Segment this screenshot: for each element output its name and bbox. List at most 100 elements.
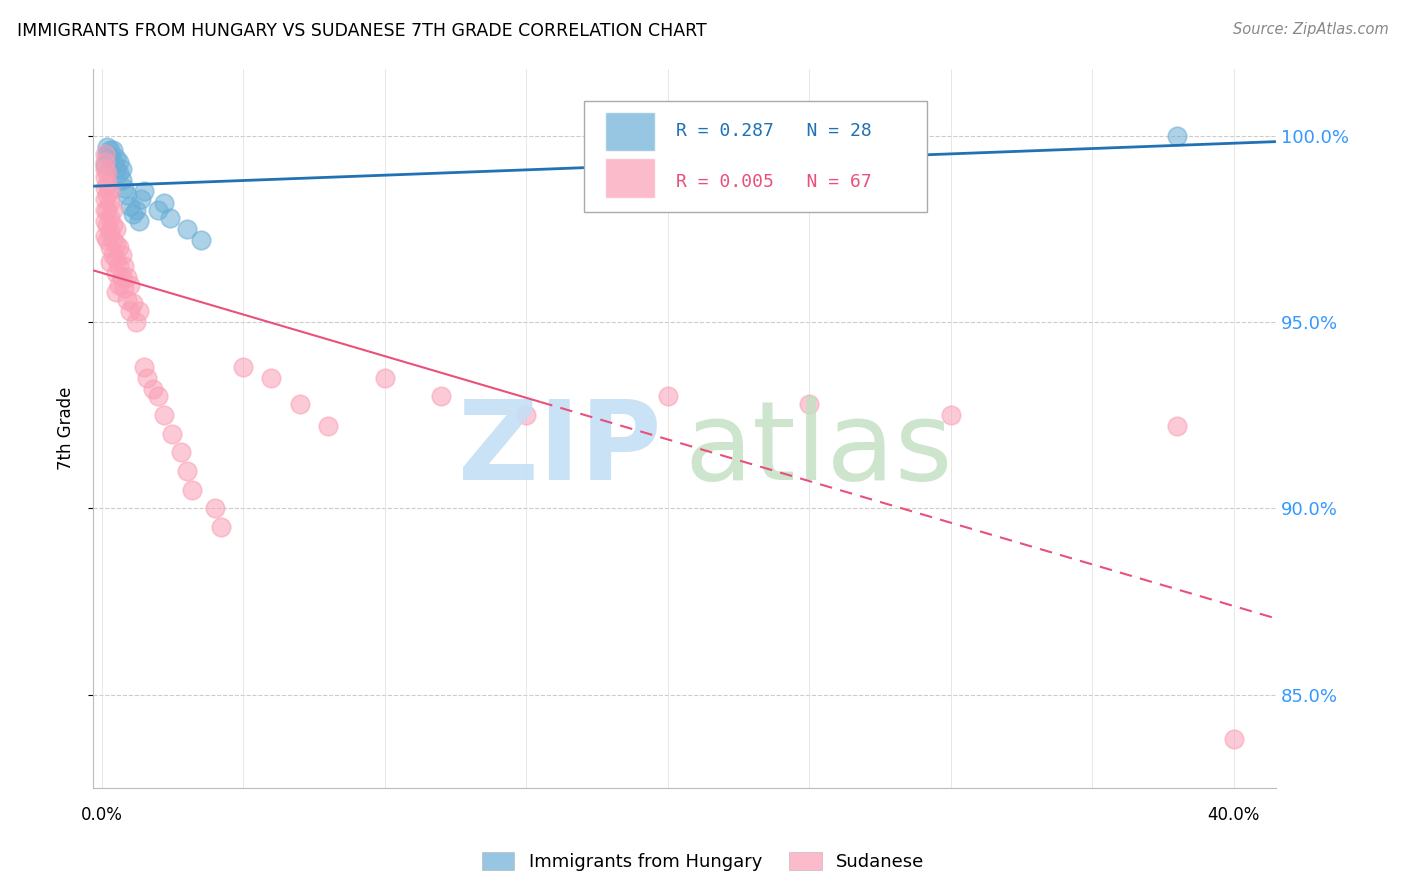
Text: R = 0.287   N = 28: R = 0.287 N = 28 <box>676 122 872 140</box>
Point <box>104 267 127 281</box>
Point <box>1166 419 1188 434</box>
Point <box>374 371 396 385</box>
Text: Source: ZipAtlas.com: Source: ZipAtlas.com <box>1233 22 1389 37</box>
Point <box>98 255 121 269</box>
Point <box>131 192 153 206</box>
Point <box>96 188 118 202</box>
Point <box>124 315 146 329</box>
Point <box>1166 128 1188 143</box>
Point <box>98 195 121 210</box>
Point <box>288 397 311 411</box>
Point <box>136 371 159 385</box>
Point <box>110 173 132 187</box>
Point <box>96 218 118 232</box>
Y-axis label: 7th Grade: 7th Grade <box>58 386 75 470</box>
Point <box>98 151 121 165</box>
Point <box>107 240 129 254</box>
Point <box>657 147 679 161</box>
Point <box>657 389 679 403</box>
Point <box>110 162 132 177</box>
Point <box>209 520 232 534</box>
Point <box>153 195 176 210</box>
Point <box>93 169 115 184</box>
Point <box>93 154 115 169</box>
Point <box>93 162 115 177</box>
Bar <box>606 159 655 198</box>
Point <box>190 233 212 247</box>
Point <box>93 180 115 194</box>
Text: R = 0.005   N = 67: R = 0.005 N = 67 <box>676 173 872 191</box>
Point <box>101 203 124 218</box>
Point <box>112 259 135 273</box>
Point <box>134 185 156 199</box>
Point <box>107 277 129 292</box>
FancyBboxPatch shape <box>583 101 927 212</box>
Point <box>107 259 129 273</box>
Point <box>93 229 115 244</box>
Point <box>96 233 118 247</box>
Point <box>128 303 150 318</box>
Point <box>107 166 129 180</box>
Point <box>101 233 124 247</box>
Point <box>98 240 121 254</box>
Point <box>121 207 143 221</box>
Point <box>118 199 141 213</box>
Point <box>142 382 165 396</box>
Point <box>204 501 226 516</box>
Point <box>115 270 138 285</box>
Point <box>118 277 141 292</box>
Point <box>148 203 170 218</box>
Point <box>176 464 198 478</box>
Point <box>98 185 121 199</box>
Point <box>98 144 121 158</box>
Point <box>96 203 118 218</box>
Point <box>797 397 820 411</box>
Point <box>104 221 127 235</box>
Point <box>162 426 184 441</box>
Point <box>107 154 129 169</box>
Point <box>115 188 138 202</box>
Point <box>515 408 537 422</box>
Text: 0.0%: 0.0% <box>80 806 122 824</box>
Point <box>115 293 138 307</box>
Point <box>260 371 283 385</box>
Point <box>104 236 127 251</box>
Point <box>134 359 156 374</box>
Text: IMMIGRANTS FROM HUNGARY VS SUDANESE 7TH GRADE CORRELATION CHART: IMMIGRANTS FROM HUNGARY VS SUDANESE 7TH … <box>17 22 707 40</box>
Point <box>93 147 115 161</box>
Point <box>93 203 115 218</box>
Text: 40.0%: 40.0% <box>1208 806 1260 824</box>
Point <box>96 147 118 161</box>
Point <box>101 154 124 169</box>
Point <box>181 483 204 497</box>
Point <box>153 408 176 422</box>
Point <box>101 218 124 232</box>
Point <box>128 214 150 228</box>
Point <box>121 296 143 310</box>
Point <box>110 270 132 285</box>
Point <box>104 252 127 266</box>
Point <box>101 248 124 262</box>
Point <box>118 303 141 318</box>
Point <box>104 285 127 299</box>
Point <box>104 162 127 177</box>
Point <box>159 211 181 225</box>
Legend: Immigrants from Hungary, Sudanese: Immigrants from Hungary, Sudanese <box>474 845 932 879</box>
Point <box>316 419 339 434</box>
Point <box>98 211 121 225</box>
Text: ZIP: ZIP <box>457 396 661 503</box>
Point <box>1222 732 1244 747</box>
Point <box>104 151 127 165</box>
Point <box>93 192 115 206</box>
Point <box>110 248 132 262</box>
Point <box>170 445 193 459</box>
Point <box>112 180 135 194</box>
Point <box>148 389 170 403</box>
Point <box>93 214 115 228</box>
Bar <box>606 112 655 152</box>
Point <box>430 389 453 403</box>
Point <box>232 359 254 374</box>
Point <box>96 166 118 180</box>
Point <box>939 408 962 422</box>
Point <box>98 226 121 240</box>
